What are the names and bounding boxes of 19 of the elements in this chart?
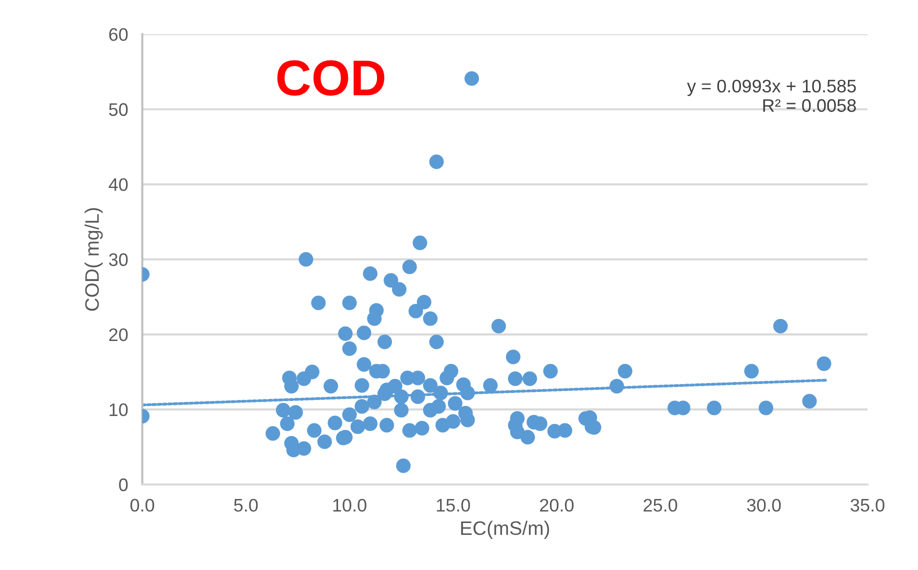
x-tick-label: 5.0 [234, 498, 258, 512]
y-tick-label: 0 [119, 478, 128, 492]
x-tick-label: 25.0 [644, 498, 678, 512]
x-tick-label: 15.0 [436, 498, 470, 512]
x-tick-label: 35.0 [850, 498, 884, 512]
y-tick-label: 30 [109, 253, 128, 266]
y-tick-label: 50 [109, 103, 128, 116]
y-tick-label: 10 [110, 403, 128, 416]
annotation: COD [277, 60, 384, 96]
x-tick-label: 0.0 [130, 498, 154, 512]
x-tick-label: 30.0 [747, 498, 781, 512]
y-tick-label: 20 [109, 328, 128, 342]
y-axis-title: COD( mg/L) [84, 208, 103, 311]
x-tick-label: 10.0 [333, 498, 366, 512]
y-tick-label: 40 [108, 178, 128, 192]
x-tick-label: 20.0 [540, 498, 574, 512]
x-axis-title: EC(mS/m) [461, 520, 550, 539]
y-tick-label: 60 [109, 28, 128, 41]
annotation: y = 0.0993x + 10.585 R² = 0.0058 [687, 80, 856, 112]
